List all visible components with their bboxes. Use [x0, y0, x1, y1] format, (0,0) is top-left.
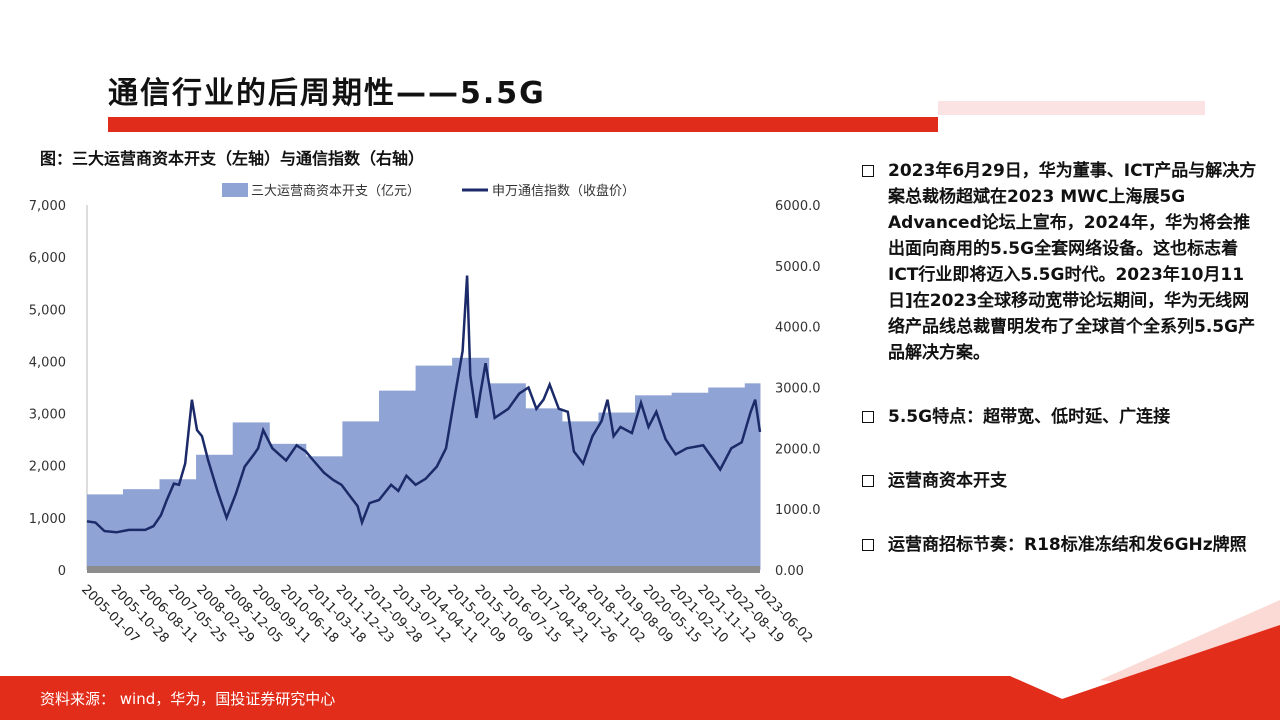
area-step	[452, 357, 490, 570]
area-step	[708, 387, 746, 570]
y2-tick-label: 5000.00	[775, 260, 820, 275]
y-tick-label: 4,000	[29, 355, 66, 370]
chart-title: 图：三大运营商资本开支（左轴）与通信指数（右轴）	[40, 149, 425, 168]
y2-tick-label: 4000.00	[775, 321, 820, 336]
area-step	[305, 456, 343, 570]
area-step	[635, 395, 673, 570]
bullet-list: 2023年6月29日，华为董事、ICT产品与解决方案总裁杨超斌在2023 MWC…	[860, 158, 1260, 596]
footer-corner	[1000, 625, 1280, 720]
y2-tick-label: 2000.00	[775, 442, 820, 457]
bullet: 2023年6月29日，华为董事、ICT产品与解决方案总裁杨超斌在2023 MWC…	[860, 158, 1260, 366]
area-step	[744, 383, 761, 570]
x-axis	[87, 566, 760, 573]
y-tick-label: 3,000	[29, 408, 66, 423]
y2-tick-label: 0.00	[775, 564, 804, 579]
slide-title: 通信行业的后周期性——5.5G	[108, 76, 546, 111]
legend-label: 三大运营商资本开支（亿元）	[251, 184, 420, 199]
footer-band	[0, 676, 1110, 720]
chart: 0 1,000 2,000 3,000 4,000 5,000 6,000 7,000 0.00…	[29, 183, 820, 646]
y-tick-label: 7,000	[29, 199, 66, 214]
area-step	[525, 408, 563, 570]
area-step	[269, 443, 307, 570]
bullet: 运营商资本开支	[860, 468, 1260, 494]
y2-tick-label: 1000.00	[775, 503, 820, 518]
y-tick-label: 5,000	[29, 303, 66, 318]
area-step	[196, 454, 234, 570]
y-tick-label: 2,000	[29, 460, 66, 475]
title-bar	[108, 117, 938, 132]
y-tick-label: 1,000	[29, 512, 66, 527]
area-step	[671, 392, 709, 570]
bullet: 运营商招标节奏：R18标准冻结和发6GHz牌照	[860, 532, 1260, 558]
legend-swatch	[222, 183, 248, 197]
area-step	[342, 421, 380, 570]
y-tick-label: 6,000	[29, 251, 66, 266]
area-step	[561, 421, 599, 570]
area-step	[598, 412, 636, 570]
y2-tick-label: 3000.00	[775, 382, 820, 397]
bullet: 5.5G特点：超带宽、低时延、广连接	[860, 404, 1260, 430]
area-step	[232, 422, 270, 570]
corner-shape	[1100, 600, 1280, 690]
area-step	[159, 479, 197, 570]
source-note: 资料来源： wind，华为，国投证券研究中心	[40, 690, 336, 708]
accent-bar	[938, 101, 1205, 115]
y-tick-label: 0	[58, 564, 66, 579]
legend-label: 申万通信指数（收盘价）	[492, 183, 635, 199]
y2-tick-label: 6000.00	[775, 199, 820, 214]
index-line	[86, 275, 762, 534]
